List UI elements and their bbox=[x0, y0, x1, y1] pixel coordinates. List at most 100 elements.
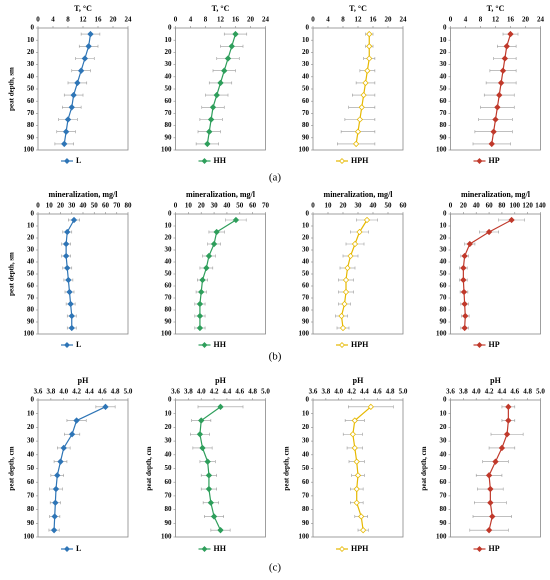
y-tick-label: 40 bbox=[440, 450, 448, 458]
series-line bbox=[340, 219, 368, 329]
marker bbox=[221, 67, 228, 74]
y-tick-label: 90 bbox=[440, 519, 448, 527]
y-axis-label: peat depth, cm bbox=[283, 446, 291, 490]
y-tick-label: 10 bbox=[165, 222, 173, 230]
axis-title: pH bbox=[353, 376, 364, 385]
y-tick-label: 70 bbox=[27, 492, 35, 500]
x-tick-label: 20 bbox=[57, 202, 65, 210]
marker bbox=[206, 128, 213, 135]
y-tick-label: 40 bbox=[165, 72, 173, 80]
y-tick-label: 90 bbox=[302, 133, 310, 141]
marker bbox=[460, 288, 468, 296]
y-tick-label: 90 bbox=[440, 133, 448, 141]
y-tick-label: 100 bbox=[24, 146, 35, 154]
x-tick-label: 0 bbox=[311, 202, 315, 210]
y-tick-label: 20 bbox=[440, 48, 448, 56]
x-tick-label: 8 bbox=[66, 16, 70, 24]
x-tick-label: 0 bbox=[449, 16, 453, 24]
y-tick-label: 70 bbox=[440, 294, 448, 302]
legend-label: HP bbox=[489, 156, 500, 165]
marker bbox=[85, 43, 92, 50]
x-tick-label: 16 bbox=[95, 16, 103, 24]
x-tick-label: 10 bbox=[325, 202, 333, 210]
marker bbox=[360, 91, 367, 99]
x-tick-label: 0 bbox=[36, 202, 40, 210]
x-tick-label: 3.6 bbox=[309, 388, 318, 396]
marker bbox=[349, 431, 357, 438]
marker bbox=[81, 55, 89, 62]
marker bbox=[209, 104, 217, 111]
y-tick-label: 60 bbox=[27, 97, 35, 105]
y-axis-label: peat depth, cm bbox=[145, 446, 153, 490]
y-tick-label: 50 bbox=[302, 85, 310, 93]
marker bbox=[358, 513, 365, 520]
marker bbox=[485, 228, 493, 236]
x-tick-label: 4.2 bbox=[347, 388, 356, 396]
x-tick-label: 40 bbox=[80, 202, 88, 210]
x-tick-label: 4.0 bbox=[59, 388, 68, 396]
marker bbox=[62, 240, 70, 248]
y-tick-label: 90 bbox=[27, 519, 35, 527]
x-tick-label: 24 bbox=[125, 16, 133, 24]
y-tick-label: 20 bbox=[440, 234, 448, 242]
y-tick-label: 20 bbox=[165, 423, 173, 431]
x-tick-label: 40 bbox=[223, 202, 231, 210]
marker bbox=[54, 472, 61, 479]
x-tick-label: 30 bbox=[355, 202, 363, 210]
marker bbox=[353, 485, 360, 493]
y-tick-label: 0 bbox=[168, 210, 172, 218]
y-tick-label: 50 bbox=[27, 85, 35, 93]
x-tick-label: 60 bbox=[249, 202, 257, 210]
y-tick-label: 40 bbox=[165, 450, 173, 458]
x-tick-label: 20 bbox=[460, 202, 468, 210]
axis-title: pH bbox=[78, 376, 89, 385]
marker bbox=[207, 116, 215, 123]
x-tick-label: 80 bbox=[498, 202, 506, 210]
x-tick-label: 12 bbox=[80, 16, 88, 24]
y-tick-label: 100 bbox=[436, 533, 447, 541]
marker bbox=[68, 324, 75, 332]
marker bbox=[354, 472, 362, 479]
legend-marker bbox=[64, 546, 70, 552]
x-tick-label: 3.8 bbox=[459, 388, 468, 396]
marker bbox=[356, 228, 363, 236]
series-line bbox=[199, 219, 237, 328]
marker bbox=[460, 276, 467, 284]
x-tick-label: 4.0 bbox=[197, 388, 206, 396]
x-tick-label: 20 bbox=[385, 16, 393, 24]
legend-label: L bbox=[76, 156, 81, 165]
legend-marker bbox=[476, 546, 483, 552]
marker bbox=[490, 128, 497, 135]
y-tick-label: 100 bbox=[299, 533, 310, 541]
marker bbox=[217, 79, 224, 87]
marker bbox=[74, 79, 81, 87]
marker bbox=[205, 485, 213, 493]
legend-marker bbox=[201, 342, 208, 348]
y-tick-label: 0 bbox=[443, 24, 447, 32]
x-tick-label: 5.0 bbox=[124, 388, 133, 396]
marker bbox=[362, 79, 369, 87]
y-tick-label: 80 bbox=[440, 121, 448, 129]
y-tick-label: 60 bbox=[440, 97, 448, 105]
marker bbox=[77, 67, 85, 74]
legend-marker bbox=[64, 342, 70, 348]
y-tick-label: 30 bbox=[165, 437, 173, 445]
marker bbox=[338, 312, 345, 320]
y-tick-label: 80 bbox=[440, 306, 448, 314]
marker bbox=[217, 526, 224, 534]
marker bbox=[61, 140, 68, 148]
legend-marker bbox=[476, 158, 483, 164]
marker bbox=[204, 458, 211, 465]
y-tick-label: 10 bbox=[165, 409, 173, 417]
panel-label: (b) bbox=[269, 351, 282, 363]
y-tick-label: 30 bbox=[27, 437, 35, 445]
y-tick-label: 0 bbox=[168, 24, 172, 32]
axis-title: mineralization, mg/l bbox=[186, 190, 256, 199]
x-tick-label: 4.2 bbox=[72, 388, 81, 396]
x-tick-label: 20 bbox=[198, 202, 206, 210]
series-line bbox=[352, 406, 372, 531]
axis-title: pH bbox=[490, 376, 501, 385]
y-tick-label: 30 bbox=[165, 246, 173, 254]
marker bbox=[70, 216, 78, 224]
